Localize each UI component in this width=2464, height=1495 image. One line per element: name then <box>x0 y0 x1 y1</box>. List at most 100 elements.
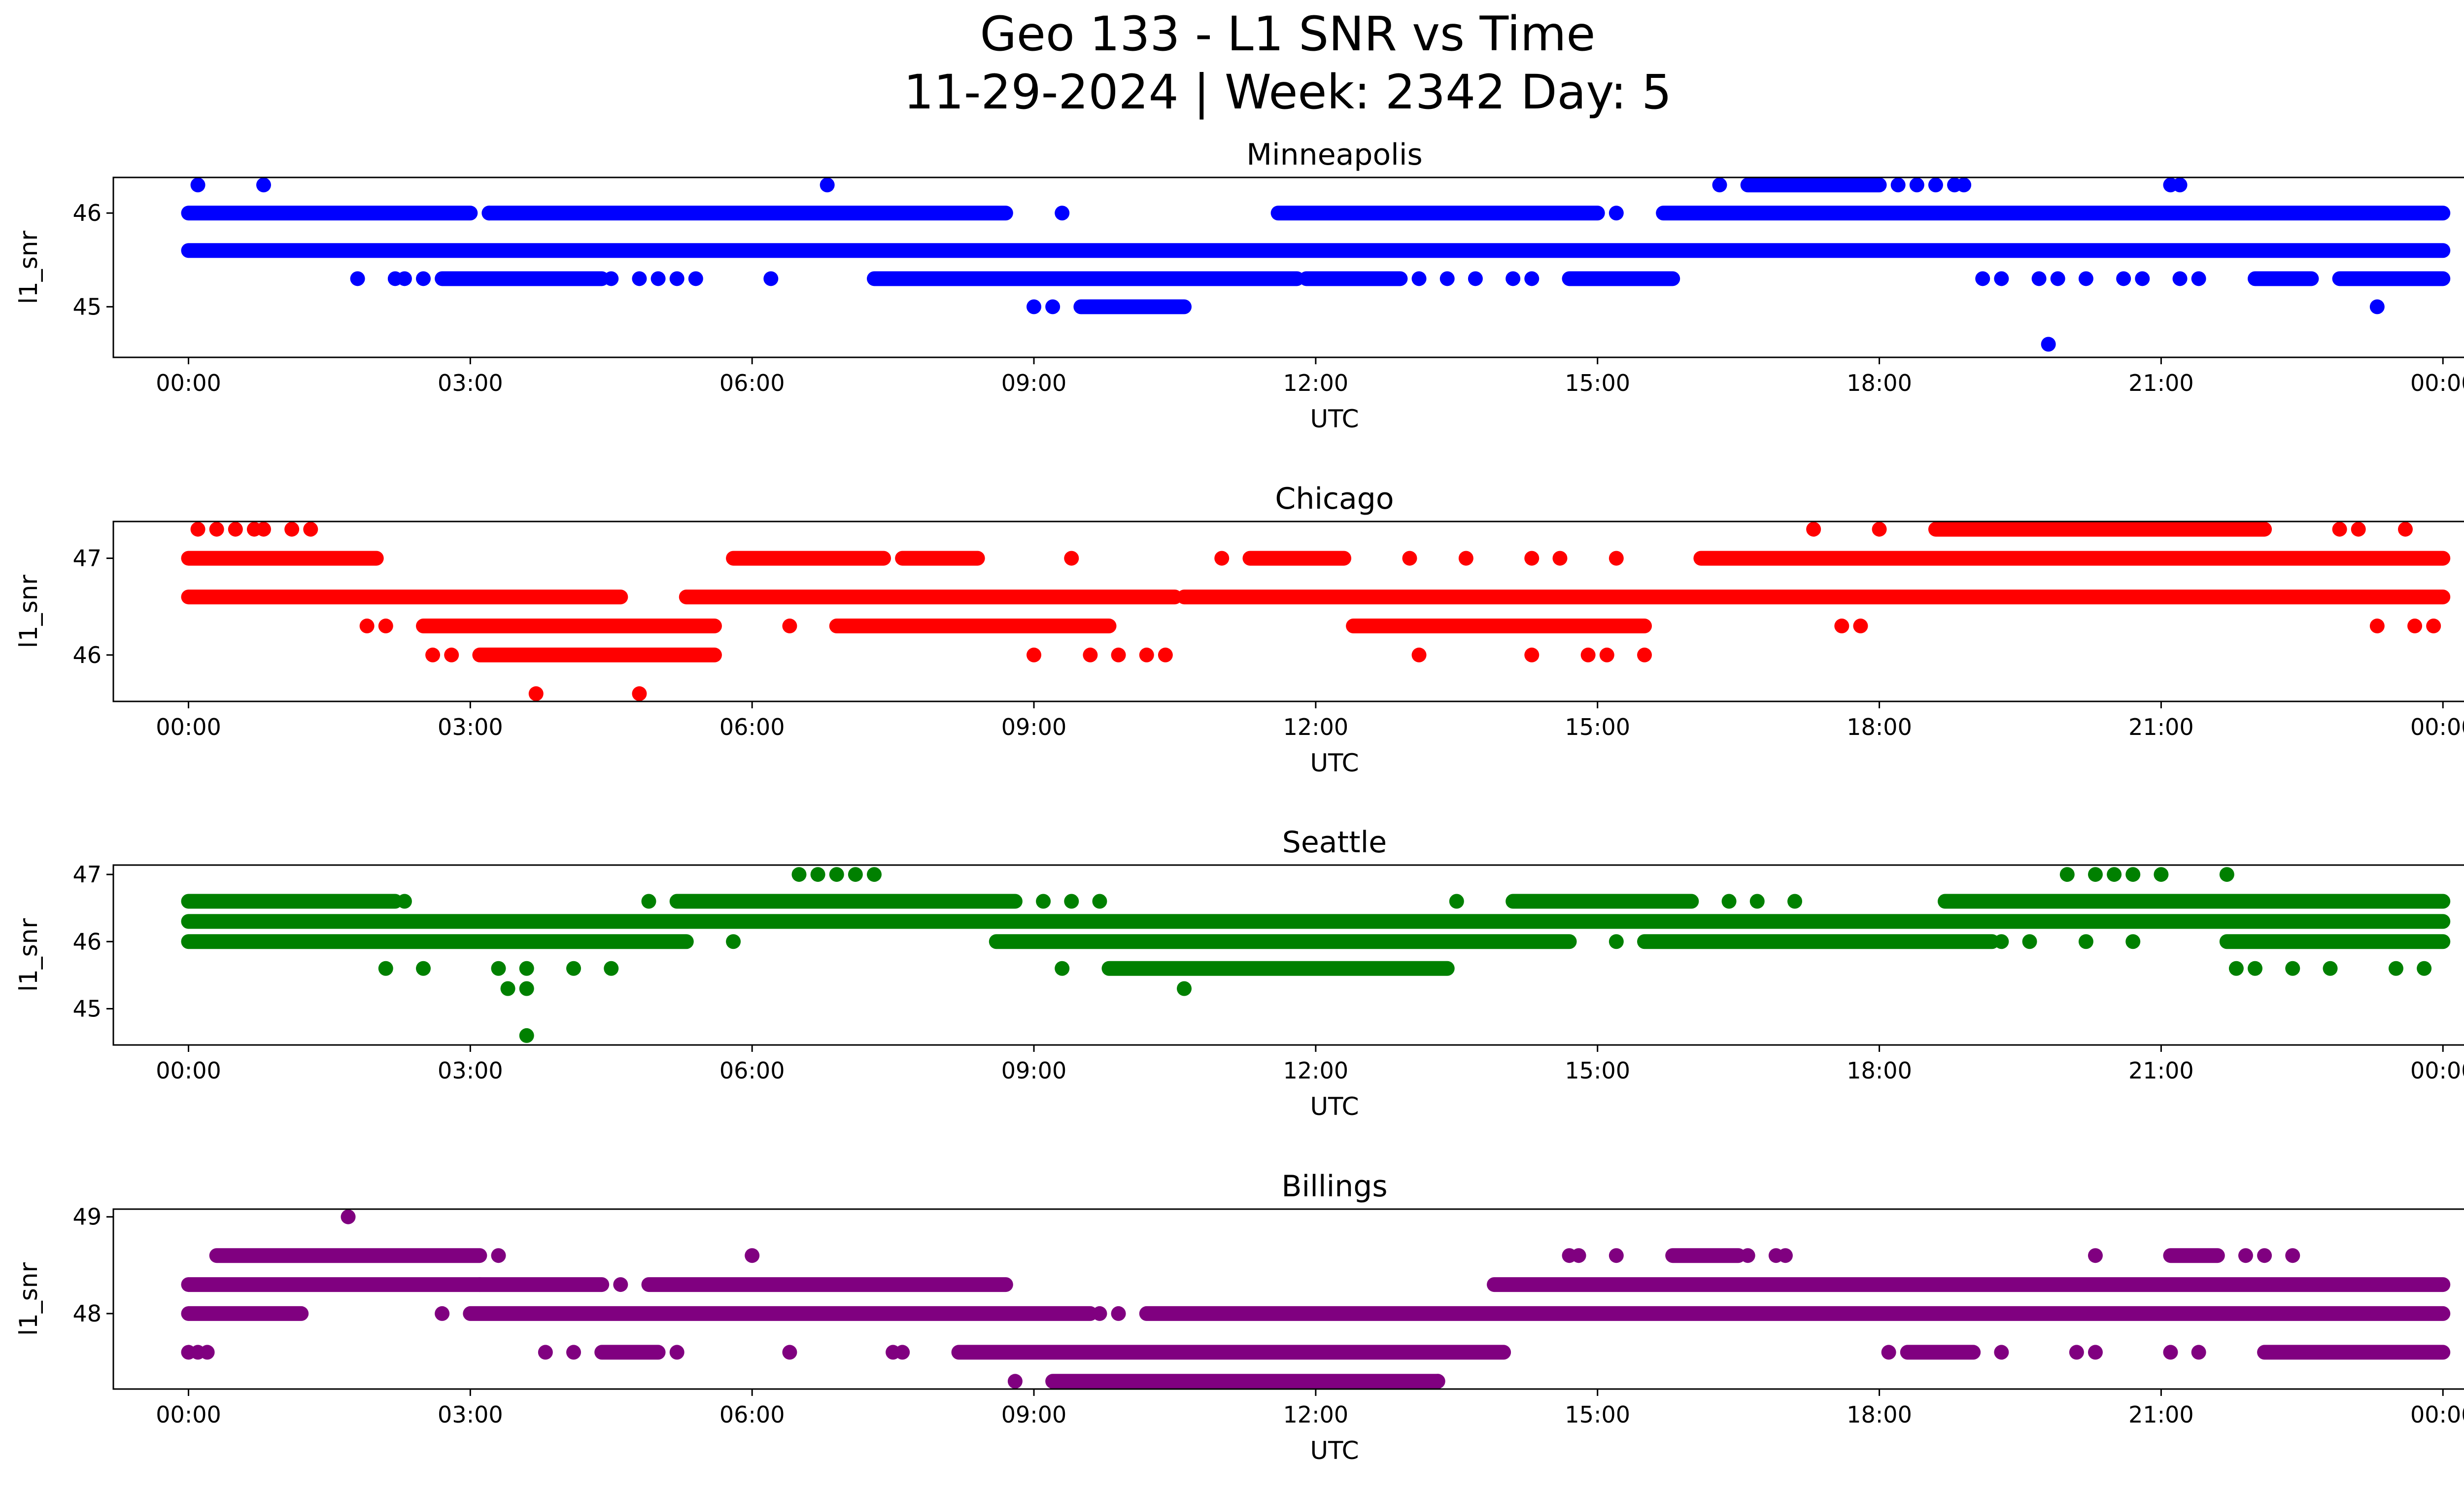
data-point <box>2125 867 2141 882</box>
data-band <box>463 1306 1098 1321</box>
x-tick-label: 12:00 <box>1283 1401 1349 1428</box>
data-point <box>2248 961 2263 976</box>
x-tick-label: 06:00 <box>719 1401 785 1428</box>
data-point <box>566 1345 582 1360</box>
data-band <box>1506 894 1699 909</box>
data-point <box>1580 647 1596 662</box>
data-point <box>519 981 534 996</box>
x-tick-label: 03:00 <box>438 1057 503 1084</box>
data-band <box>1665 1248 1746 1263</box>
y-tick-label: 46 <box>72 928 102 955</box>
data-point <box>2069 1345 2084 1360</box>
data-point <box>2398 522 2413 537</box>
data-band <box>481 206 1013 221</box>
data-point <box>2285 1248 2300 1263</box>
data-point <box>1506 271 1521 286</box>
data-point <box>2417 961 2432 976</box>
data-band <box>2219 934 2451 949</box>
data-point <box>2059 867 2075 882</box>
data-point <box>632 271 647 286</box>
data-band <box>1487 1277 2451 1292</box>
x-tick-label: 18:00 <box>1847 1401 1912 1428</box>
data-point <box>1881 1345 1896 1360</box>
x-tick-label: 18:00 <box>1847 370 1912 396</box>
data-point <box>1994 1345 2009 1360</box>
x-axis-label: UTC <box>1310 749 1359 777</box>
data-point <box>341 1209 356 1224</box>
x-tick-label: 00:00 <box>2410 1057 2464 1084</box>
data-band <box>181 1306 309 1321</box>
series-points <box>181 177 2451 352</box>
x-tick-label: 00:00 <box>2410 714 2464 740</box>
x-tick-label: 12:00 <box>1283 370 1349 396</box>
x-tick-label: 06:00 <box>719 1057 785 1084</box>
data-point <box>1430 1374 1445 1389</box>
data-band <box>1045 1374 1445 1389</box>
x-tick-label: 21:00 <box>2128 1401 2194 1428</box>
data-point <box>1787 894 1803 909</box>
data-point <box>2351 522 2366 537</box>
data-point <box>425 647 441 662</box>
data-point <box>1552 551 1568 566</box>
data-point <box>763 271 779 286</box>
subplots: Minneapolis 00:00 03:00 06:00 09:00 12:00 15:0… <box>14 138 2464 1465</box>
y-tick-label: 46 <box>72 200 102 226</box>
data-band <box>1073 299 1192 314</box>
data-band <box>669 894 1023 909</box>
data-point <box>472 1277 487 1292</box>
data-point <box>2191 1345 2206 1360</box>
data-point <box>2163 1345 2178 1360</box>
data-point <box>1608 206 1624 221</box>
data-point <box>829 867 844 882</box>
data-point <box>1872 522 1887 537</box>
data-point <box>1853 618 1868 633</box>
data-point <box>416 961 431 976</box>
data-point <box>1608 551 1624 566</box>
data-point <box>2107 867 2122 882</box>
x-tick-label: 18:00 <box>1847 714 1912 740</box>
data-point <box>1458 551 1473 566</box>
data-point <box>782 618 797 633</box>
x-axis-label: UTC <box>1310 1436 1359 1465</box>
data-point <box>1749 894 1765 909</box>
x-tick-label: 15:00 <box>1565 714 1630 740</box>
data-point <box>2088 1345 2103 1360</box>
data-band <box>866 271 1304 286</box>
data-point <box>1740 1248 1755 1263</box>
data-point <box>2116 271 2131 286</box>
x-tick-label: 21:00 <box>2128 1057 2194 1084</box>
data-point <box>1027 647 1042 662</box>
axes-frame <box>112 521 2464 702</box>
data-point <box>1956 177 1972 193</box>
subplot-title: Minneapolis <box>1246 138 1423 172</box>
x-tick-label: 00:00 <box>2410 1401 2464 1428</box>
data-band <box>829 618 1117 633</box>
data-band <box>181 914 2451 929</box>
data-point <box>1027 299 1042 314</box>
data-band <box>1928 522 2272 537</box>
data-point <box>190 522 205 537</box>
axes-frame <box>112 176 2464 358</box>
y-tick-label: 45 <box>72 293 102 320</box>
data-point <box>1083 647 1098 662</box>
data-point <box>2050 271 2065 286</box>
x-axis-label: UTC <box>1310 405 1359 433</box>
data-point <box>1064 894 1079 909</box>
data-point <box>2172 177 2188 193</box>
data-point <box>1411 271 1427 286</box>
subplot-chicago: Chicago 00:00 03:00 06:00 09:00 12:00 15:00 18:… <box>14 482 2464 777</box>
data-point <box>303 522 318 537</box>
data-band <box>641 1277 1013 1292</box>
data-point <box>895 1345 910 1360</box>
data-point <box>1055 206 1070 221</box>
data-point <box>791 867 807 882</box>
data-point <box>1778 1248 1793 1263</box>
data-point <box>435 1306 450 1321</box>
data-point <box>1439 271 1455 286</box>
data-point <box>1806 522 1821 537</box>
data-point <box>2172 271 2188 286</box>
y-tick-label: 47 <box>72 861 102 888</box>
data-band <box>1101 961 1455 976</box>
x-tick-label: 15:00 <box>1565 1401 1630 1428</box>
